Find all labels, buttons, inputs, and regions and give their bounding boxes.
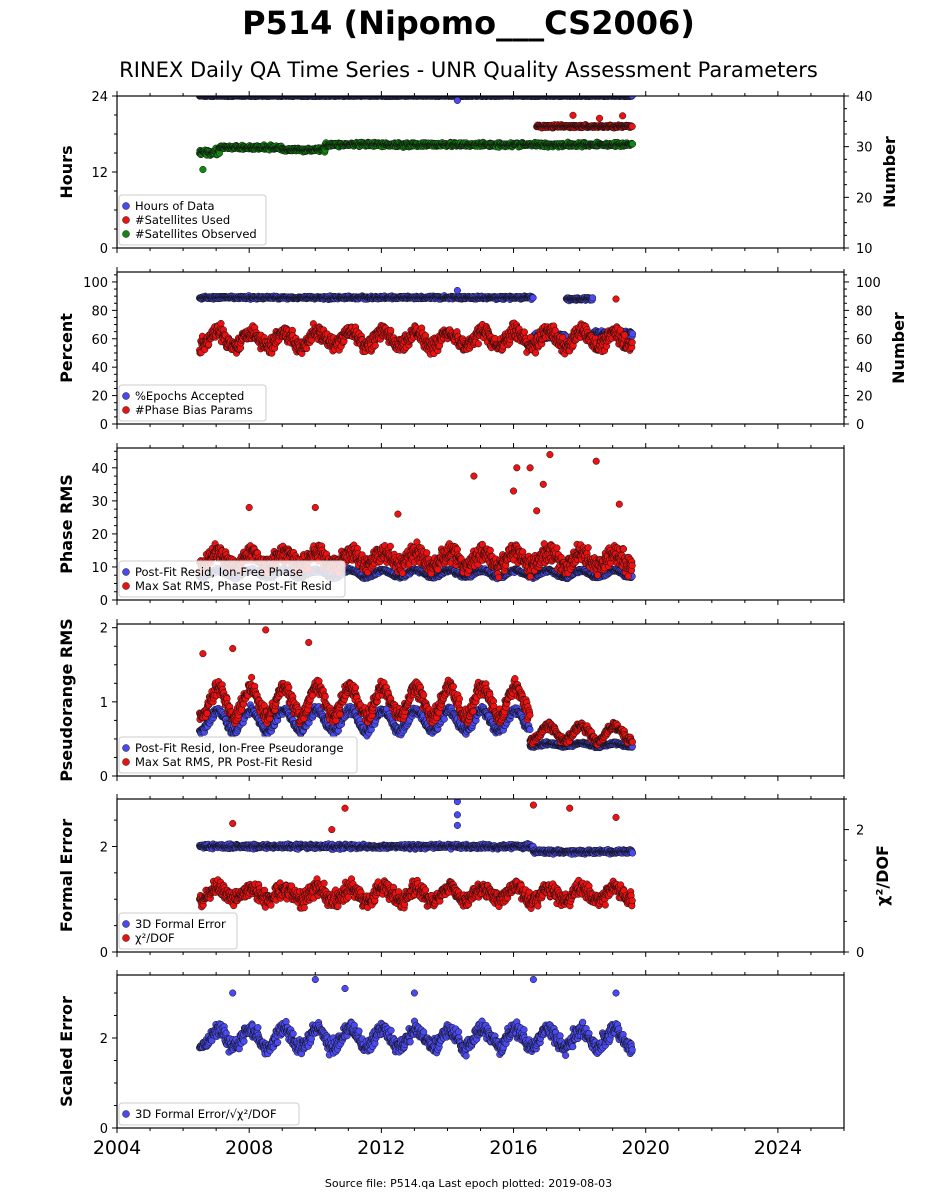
y-tick-label: 20 [91,390,108,405]
legend-marker [122,230,130,238]
y-tick-label: 0 [100,418,108,433]
legend-box [118,194,267,246]
y2-tick-label: 100 [856,276,881,291]
y2-tick-label: 30 [856,141,873,156]
legend: Hours of Data#Satellites Used#Satellites… [118,194,267,246]
data-points [196,96,637,174]
series-1-points [196,96,636,104]
data-point [589,294,597,302]
data-point [628,140,637,148]
legend-label: #Satellites Observed [135,227,257,241]
legend-marker [122,216,130,224]
y2-tick-label: 40 [856,361,873,376]
y-tick-label: 40 [91,361,108,376]
legend-label: #Phase Bias Params [135,403,253,417]
outlier-point [612,295,620,303]
panel-2: 0 20 40 60 80 100 0 20 40 60 80 100 Number Percent %Ep… [57,267,908,433]
legend: %Epochs Accepted#Phase Bias Params [118,384,267,422]
outlier-point [199,165,207,174]
data-point [303,344,311,353]
data-point [628,96,636,100]
data-points [196,286,637,358]
outlier-point [619,112,627,120]
outlier-point [569,111,577,119]
y2-tick-label: 40 [856,90,873,105]
series-2-points [533,111,636,132]
data-point [217,319,225,328]
y2-tick-label: 80 [856,304,873,319]
outlier-point [453,286,461,295]
y-tick-label: 80 [91,304,108,319]
series-2-points [196,295,636,358]
data-point [520,328,528,336]
data-point [531,349,540,357]
legend-marker [122,406,130,414]
y2-tick-label: 20 [856,390,873,405]
data-point [474,340,482,348]
y-tick-label: 12 [91,166,108,181]
y-tick-label: 0 [100,242,108,257]
y2-axis-title: Number [889,312,908,384]
data-point [621,331,629,339]
y-axis-title: Hours [57,145,76,198]
y2-tick-label: 0 [856,418,864,433]
y-tick-label: 100 [83,276,108,291]
data-point [387,326,395,334]
outlier-point [453,96,461,104]
figure-subtitle: RINEX Daily QA Time Series - UNR Quality… [119,58,818,82]
data-point [628,122,636,131]
legend-label: %Epochs Accepted [135,389,244,403]
data-point [529,294,537,302]
data-point [628,330,637,338]
y-tick-label: 24 [91,90,108,105]
y2-tick-label: 20 [856,191,873,206]
outlier-point [595,114,604,122]
legend-label: #Satellites Used [135,213,230,227]
legend-label: Hours of Data [135,199,215,213]
legend-marker [122,202,130,210]
y2-tick-label: 60 [856,333,873,348]
series-3-points [196,138,637,174]
data-point [371,341,379,350]
y-tick-label: 60 [91,333,108,348]
legend-marker [122,392,130,400]
y2-axis-title: Number [880,136,899,208]
figure-title: P514 (Nipomo___CS2006) [242,4,695,42]
data-point [628,338,636,346]
y2-tick-label: 10 [856,242,873,257]
y-axis-title: Percent [57,313,76,383]
